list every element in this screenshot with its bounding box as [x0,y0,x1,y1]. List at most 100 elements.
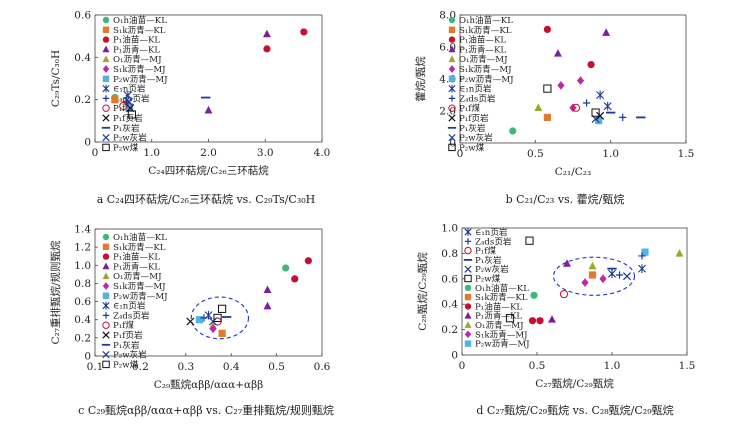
legend-label-O1_mj: O₁沥青—MJ [113,270,162,282]
y-tick-label: 0.4 [74,52,91,64]
legend-marker-P1_kl_asph [448,45,456,53]
legend-marker-O1h_kl [464,284,472,291]
point-p1coal [119,101,128,111]
point-S1k_mj [576,76,585,85]
point-p2wcoal [127,110,136,119]
legend-label-p2wlime: P₂w灰岩 [113,132,147,144]
y-tick-label: 1.0 [74,260,91,272]
legend: ∈₁n页岩Z₄ds页岩P₁f煤P₁灰岩P₂w灰岩P₂w煤O₁h油苗—KLS₁k沥… [463,226,530,350]
y-tick-label: 0.8 [74,278,91,290]
point-p2wcoal [218,304,227,313]
x-tick-label: 0.2 [132,361,149,373]
point-e1n [603,101,612,111]
legend-label-O1h_kl: O₁h油苗—KL [113,231,167,243]
legend-marker-p2wlime [448,133,456,142]
legend-label-P1_kl_asph: P₁沥青—KL [459,43,506,55]
legend-label-O1_mj: O₁沥青—MJ [459,53,508,65]
x-tick-label: 0 [457,148,464,160]
y-tick-label: 1.2 [74,242,91,254]
legend-label-p2wcoal: P₂w煤 [475,273,501,285]
point-p1coal [571,103,581,112]
point-P1_kl_oil [263,45,271,53]
x-tick-label: 0.3 [177,361,194,373]
point-S1k_kl [111,96,119,104]
plot-frame [461,227,688,356]
point-S1k_mj [569,103,577,113]
point-e1n [638,264,646,273]
panel-caption: c C₂₉甄烷αββ/ααα+αββ vs. C₂₇重排甄烷/规则甄烷 [78,403,334,417]
legend-label-p1shale: P₁f页岩 [113,329,143,341]
point-p2wlime [209,317,218,326]
x-tick-label: 0.1 [87,361,104,373]
point-P1_kl_asph [263,285,272,294]
x-axis-label: C₂₉甄烷αββ/ααα+αββ [154,378,264,391]
y-tick-label: 0.2 [441,324,458,336]
legend-label-p1lime: P₁灰岩 [113,339,140,351]
legend-marker-e1n [464,228,472,236]
legend-marker-p1coal [102,321,110,329]
point-O1_mj [534,103,543,112]
legend-label-S1k_kl: S₁k沥青—KL [475,291,528,303]
point-P1_kl_oil [300,28,308,36]
point-P2w_mj [641,248,649,256]
x-tick-label: 2.0 [200,147,217,159]
legend-label-S1k_mj: S₁k沥青—MJ [113,63,166,75]
legend-marker-S1k_mj [102,282,110,290]
legend-label-z4ds: Z₄ds页岩 [475,235,512,247]
point-p2wlime [622,272,632,281]
legend-marker-p2wlime [464,265,472,273]
x-tick-label: 4.0 [314,147,331,159]
point-S1k_mj [599,274,607,284]
panel-c: 0.1 0.2 0.3 0.4 0.5 0.6 0 0.2 0.4 0.6 0.8 1.0 1.2 1.4… [49,224,334,418]
y-axis-label: C₂₇重排甄烷/规则甄烷 [49,240,62,344]
x-tick-label: 0 [92,147,99,159]
point-z4ds [638,252,646,260]
x-tick-label: 0.5 [527,148,544,160]
legend-marker-z4ds [464,238,472,245]
legend-label-P2w_mj: P₂w沥青—MJ [475,338,530,350]
y-tick-label: 0.6 [441,273,458,285]
x-tick-label: 1.0 [143,147,160,159]
legend-marker-S1k_mj [448,65,456,73]
legend-marker-S1k_kl [464,293,472,301]
legend-marker-P2w_mj [464,340,472,347]
legend-marker-p1coal [102,104,110,112]
y-tick-label: 0.4 [74,314,91,326]
x-axis-label: C₂₁/C₂₃ [555,166,591,178]
point-S1k_mj [209,324,217,334]
legend-marker-P1_kl_asph [102,45,110,53]
point-O1_mj [588,261,597,270]
point-P1_kl_oil [543,25,551,33]
point-S1k_kl [588,271,597,279]
legend-label-p1lime: P₁灰岩 [113,122,140,134]
y-tick-label: 0 [449,138,456,150]
point-P1_kl_asph [548,315,556,323]
legend-marker-O1_mj [102,55,110,63]
legend-marker-p2wcoal [448,143,456,152]
legend-label-p1coal: P₁f煤 [459,102,480,114]
legend-label-S1k_mj: S₁k沥青—MJ [459,63,512,75]
legend-label-S1k_mj: S₁k沥青—MJ [113,280,166,292]
legend-marker-O1h_kl [102,16,110,24]
legend-label-p2wcoal: P₂w煤 [459,141,485,153]
point-P2w_mj [595,117,603,125]
point-P1_kl_asph [262,29,271,38]
point-O1_mj [675,249,684,257]
legend-label-P1_kl_asph: P₁沥青—KL [475,310,522,322]
point-P1_kl_oil [304,257,312,265]
legend-label-P1_kl_oil: P₁油苗—KL [459,34,506,46]
legend-label-p2wlime: P₂w灰岩 [475,263,509,275]
point-P1_kl_asph [602,28,611,36]
y-tick-label: 0.2 [74,332,91,344]
legend: O₁h油苗—KLS₁k沥青—KLP₁油苗—KLP₁沥青—KLO₁沥青—MJS₁k… [101,231,168,370]
legend-label-P2w_mj: P₂w沥青—MJ [459,73,514,85]
point-p2wcoal [543,84,552,93]
legend-label-P1_kl_oil: P₁油苗—KL [113,251,160,263]
legend-label-O1_mj: O₁沥青—MJ [475,319,524,331]
legend-marker-z4ds [102,312,110,319]
legend-label-P2w_mj: P₂w沥青—MJ [113,290,168,302]
point-P1_kl_asph [204,105,213,114]
legend-marker-e1n [102,84,110,93]
legend-label-P1_kl_oil: P₁油苗—KL [113,34,160,46]
